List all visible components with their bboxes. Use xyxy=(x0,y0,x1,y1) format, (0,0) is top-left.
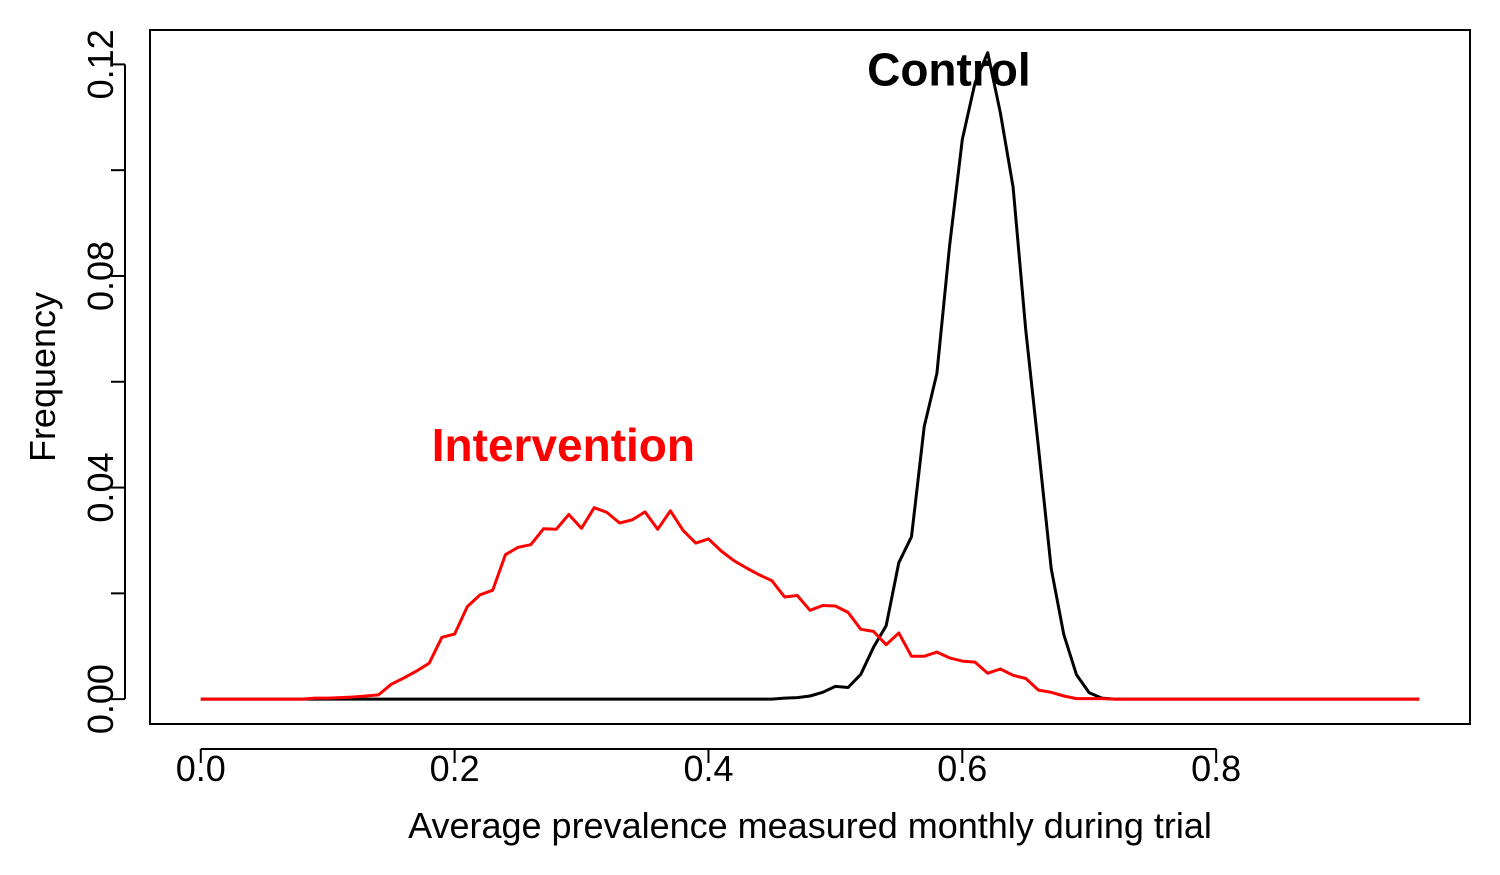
x-axis: 0.0 0.2 0.4 0.6 0.8 xyxy=(176,748,1241,789)
y-axis: 0.00 0.04 0.08 0.12 xyxy=(80,29,126,734)
y-tick-label: 0.04 xyxy=(80,453,121,523)
y-tick-label: 0.12 xyxy=(80,29,121,99)
y-tick-label: 0.08 xyxy=(80,241,121,311)
plot-frame xyxy=(149,29,1471,725)
series-labels: Control Intervention xyxy=(432,44,1031,472)
series-label-intervention: Intervention xyxy=(432,419,695,471)
x-tick-label: 0.8 xyxy=(1191,748,1241,789)
x-tick-label: 0.4 xyxy=(683,748,733,789)
x-axis-title: Average prevalence measured monthly duri… xyxy=(408,805,1212,846)
series-line-intervention xyxy=(200,506,1420,701)
x-tick-label: 0.0 xyxy=(176,748,226,789)
y-axis-title: Frequency xyxy=(22,292,63,462)
x-tick-label: 0.6 xyxy=(937,748,987,789)
plot-area xyxy=(200,51,1420,701)
y-tick-label: 0.00 xyxy=(80,664,121,734)
series-label-control: Control xyxy=(867,44,1031,96)
x-tick-label: 0.2 xyxy=(430,748,480,789)
series-line-control xyxy=(200,51,1420,701)
